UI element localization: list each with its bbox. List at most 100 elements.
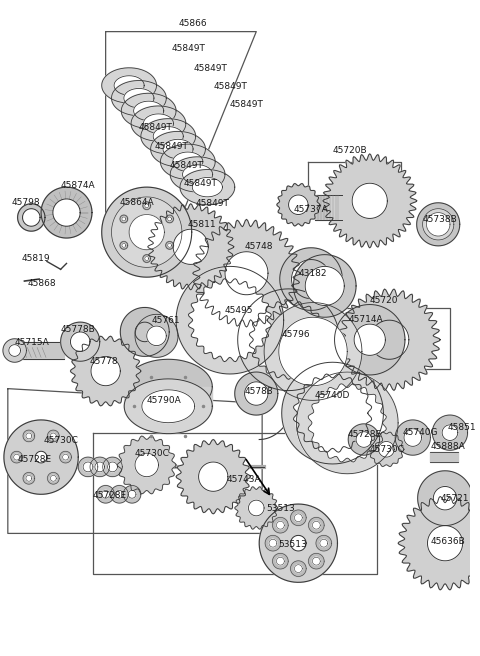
Text: 45788: 45788 <box>244 386 273 396</box>
Text: 45715A: 45715A <box>15 338 49 347</box>
Text: 45849T: 45849T <box>213 83 247 91</box>
Polygon shape <box>111 197 182 268</box>
Text: 45728E: 45728E <box>93 491 127 501</box>
Text: 45849T: 45849T <box>169 161 203 170</box>
Polygon shape <box>316 535 332 551</box>
Polygon shape <box>60 322 100 361</box>
Polygon shape <box>141 119 196 154</box>
Polygon shape <box>180 169 235 205</box>
Polygon shape <box>124 379 212 434</box>
Polygon shape <box>442 425 458 440</box>
Text: 43182: 43182 <box>299 270 327 278</box>
Polygon shape <box>3 338 26 362</box>
Polygon shape <box>145 204 149 208</box>
Polygon shape <box>290 510 306 525</box>
Polygon shape <box>426 213 450 236</box>
Polygon shape <box>143 255 151 262</box>
Polygon shape <box>235 487 278 529</box>
Polygon shape <box>294 514 302 522</box>
Polygon shape <box>173 229 208 264</box>
Polygon shape <box>338 289 440 390</box>
Polygon shape <box>23 209 40 226</box>
Text: 45811: 45811 <box>188 220 216 230</box>
Polygon shape <box>398 497 480 590</box>
Polygon shape <box>145 256 149 260</box>
Polygon shape <box>244 382 268 405</box>
Polygon shape <box>18 204 45 231</box>
Polygon shape <box>129 215 164 250</box>
Polygon shape <box>291 260 331 298</box>
Polygon shape <box>320 539 328 547</box>
Polygon shape <box>114 75 144 95</box>
Text: 45849T: 45849T <box>184 179 218 188</box>
Text: 45495: 45495 <box>225 306 253 314</box>
Polygon shape <box>369 432 404 466</box>
Polygon shape <box>199 462 228 491</box>
Polygon shape <box>124 89 154 108</box>
Polygon shape <box>108 462 118 472</box>
Polygon shape <box>323 154 417 248</box>
Polygon shape <box>160 144 215 179</box>
Text: 45778: 45778 <box>90 358 119 366</box>
Polygon shape <box>115 491 123 498</box>
Polygon shape <box>71 332 90 352</box>
Polygon shape <box>50 433 56 439</box>
Polygon shape <box>238 289 339 390</box>
Text: 53513: 53513 <box>266 504 295 513</box>
Polygon shape <box>151 131 205 167</box>
Text: 45849T: 45849T <box>155 142 189 151</box>
Polygon shape <box>26 433 32 439</box>
Text: 45748: 45748 <box>244 242 273 251</box>
Polygon shape <box>348 424 380 455</box>
Polygon shape <box>280 248 342 310</box>
Polygon shape <box>282 362 384 464</box>
Polygon shape <box>290 535 306 551</box>
Text: 45738B: 45738B <box>422 215 457 224</box>
PathPatch shape <box>176 266 284 374</box>
Polygon shape <box>168 243 171 247</box>
Polygon shape <box>235 372 278 415</box>
Polygon shape <box>71 336 141 406</box>
Polygon shape <box>50 476 56 482</box>
Text: 45796: 45796 <box>282 330 311 339</box>
Text: 45851: 45851 <box>448 423 477 432</box>
Polygon shape <box>176 266 284 374</box>
Polygon shape <box>352 183 387 218</box>
Polygon shape <box>135 453 158 477</box>
Polygon shape <box>182 165 213 184</box>
Polygon shape <box>91 356 120 386</box>
Polygon shape <box>422 209 454 240</box>
Polygon shape <box>176 266 284 374</box>
Polygon shape <box>111 81 166 115</box>
Text: 45730C: 45730C <box>135 449 170 459</box>
Polygon shape <box>103 457 122 477</box>
Polygon shape <box>153 127 183 146</box>
PathPatch shape <box>238 289 339 390</box>
Polygon shape <box>62 454 69 460</box>
PathPatch shape <box>282 362 384 464</box>
Polygon shape <box>312 522 320 529</box>
Polygon shape <box>131 106 186 141</box>
Polygon shape <box>426 213 450 236</box>
Polygon shape <box>48 430 59 441</box>
Polygon shape <box>282 362 384 464</box>
PathPatch shape <box>296 372 398 474</box>
Polygon shape <box>97 485 114 503</box>
Text: 45819: 45819 <box>22 254 50 262</box>
Polygon shape <box>120 241 128 249</box>
Polygon shape <box>249 500 264 516</box>
Polygon shape <box>60 451 72 463</box>
Text: 45864A: 45864A <box>120 198 154 207</box>
Text: 45790A: 45790A <box>147 396 181 405</box>
Text: 45874A: 45874A <box>60 181 95 190</box>
Polygon shape <box>395 420 431 455</box>
Text: 45728E: 45728E <box>18 455 52 464</box>
Text: 45849T: 45849T <box>139 123 173 132</box>
Polygon shape <box>147 326 166 346</box>
Polygon shape <box>124 359 212 414</box>
Polygon shape <box>35 451 47 463</box>
Text: 45740D: 45740D <box>315 390 350 400</box>
Polygon shape <box>14 454 20 460</box>
Polygon shape <box>273 518 288 533</box>
Text: 45730C: 45730C <box>370 445 405 455</box>
